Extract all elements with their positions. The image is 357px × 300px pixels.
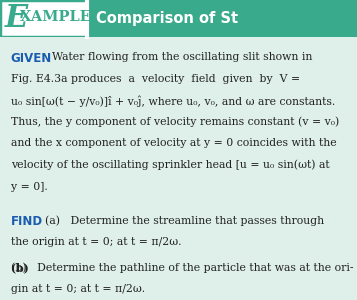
Text: Comparison of St: Comparison of St <box>96 11 238 26</box>
Text: Fig. E4.3a produces  a  velocity  field  given  by  V =: Fig. E4.3a produces a velocity field giv… <box>11 74 300 83</box>
Text: (a)   Determine the streamline that passes through: (a) Determine the streamline that passes… <box>45 215 324 226</box>
Text: velocity of the oscillating sprinkler head [u = u₀ sin(ωt) at: velocity of the oscillating sprinkler he… <box>11 160 330 170</box>
Text: the origin at t = 0; at t = π/2ω.: the origin at t = 0; at t = π/2ω. <box>11 237 181 247</box>
Text: E: E <box>4 3 27 34</box>
Text: (b)   Determine the pathline of the particle that was at the ori-: (b) Determine the pathline of the partic… <box>11 262 353 273</box>
FancyBboxPatch shape <box>0 37 357 300</box>
Text: GIVEN: GIVEN <box>11 52 52 65</box>
Text: XAMPLE 4.3: XAMPLE 4.3 <box>20 10 121 24</box>
Text: y = 0].: y = 0]. <box>11 182 47 191</box>
Text: (b): (b) <box>11 262 29 274</box>
Text: gin at t = 0; at t = π/2ω.: gin at t = 0; at t = π/2ω. <box>11 284 145 294</box>
FancyBboxPatch shape <box>0 0 87 37</box>
Text: u₀ sin[ω(t − y/v₀)]î + v₀ĵ, where u₀, v₀, and ω are constants.: u₀ sin[ω(t − y/v₀)]î + v₀ĵ, where u₀, v₀… <box>11 95 335 106</box>
Text: Water flowing from the oscillating slit shown in: Water flowing from the oscillating slit … <box>52 52 312 62</box>
Text: and the x component of velocity at y = 0 coincides with the: and the x component of velocity at y = 0… <box>11 138 336 148</box>
FancyBboxPatch shape <box>0 0 357 37</box>
Text: FIND: FIND <box>11 215 43 228</box>
Text: Thus, the y component of velocity remains constant (v = v₀): Thus, the y component of velocity remain… <box>11 117 339 127</box>
